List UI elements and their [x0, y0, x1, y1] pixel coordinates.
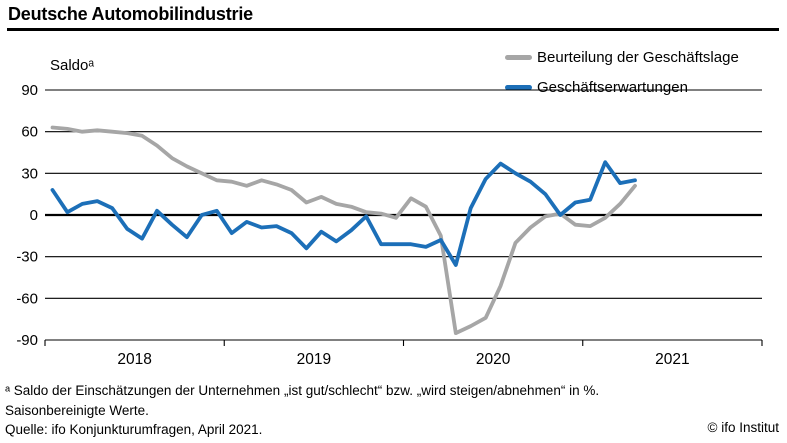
- legend-label: Beurteilung der Geschäftslage: [537, 48, 739, 66]
- page-title: Deutsche Automobilindustrie: [8, 4, 253, 24]
- legend-line-swatch-gray: [505, 54, 532, 60]
- chart-legend: Beurteilung der Geschäftslage Geschäftse…: [505, 42, 739, 102]
- svg-text:2019: 2019: [297, 351, 331, 368]
- svg-text:2021: 2021: [655, 351, 689, 368]
- svg-text:-90: -90: [16, 332, 38, 349]
- series-line-geschaeftslage: [50, 125, 637, 336]
- legend-item-erwartungen: Geschäftserwartungen: [505, 72, 739, 102]
- svg-text:-60: -60: [16, 290, 38, 307]
- svg-text:-30: -30: [16, 249, 38, 266]
- svg-text:2020: 2020: [476, 351, 511, 368]
- footnote-source: Quelle: ifo Konjunkturumfragen, April 20…: [5, 422, 263, 437]
- footnote-seasonal: Saisonbereinigte Werte.: [5, 402, 149, 418]
- svg-text:30: 30: [21, 165, 38, 182]
- svg-text:90: 90: [21, 82, 38, 99]
- legend-item-geschaeftslage: Beurteilung der Geschäftslage: [505, 42, 739, 72]
- legend-label: Geschäftserwartungen: [537, 78, 688, 96]
- svg-text:60: 60: [21, 124, 38, 141]
- title-rule: [7, 28, 779, 31]
- copyright-notice: © ifo Institut: [707, 420, 779, 435]
- chart-footnotes: ᵃ Saldo der Einschätzungen der Unternehm…: [5, 381, 599, 440]
- svg-text:0: 0: [30, 207, 38, 224]
- legend-line-swatch-blue: [505, 84, 532, 90]
- svg-text:2018: 2018: [117, 351, 151, 368]
- series-line-erwartungen: [50, 160, 637, 267]
- footnote-definition: ᵃ Saldo der Einschätzungen der Unternehm…: [5, 383, 600, 398]
- line-chart-canvas: 90 60 30 0 -30 -60 -90 2018 2019 2020 2021: [16, 82, 763, 368]
- y-axis-unit-label: Saldoᵃ: [50, 57, 94, 74]
